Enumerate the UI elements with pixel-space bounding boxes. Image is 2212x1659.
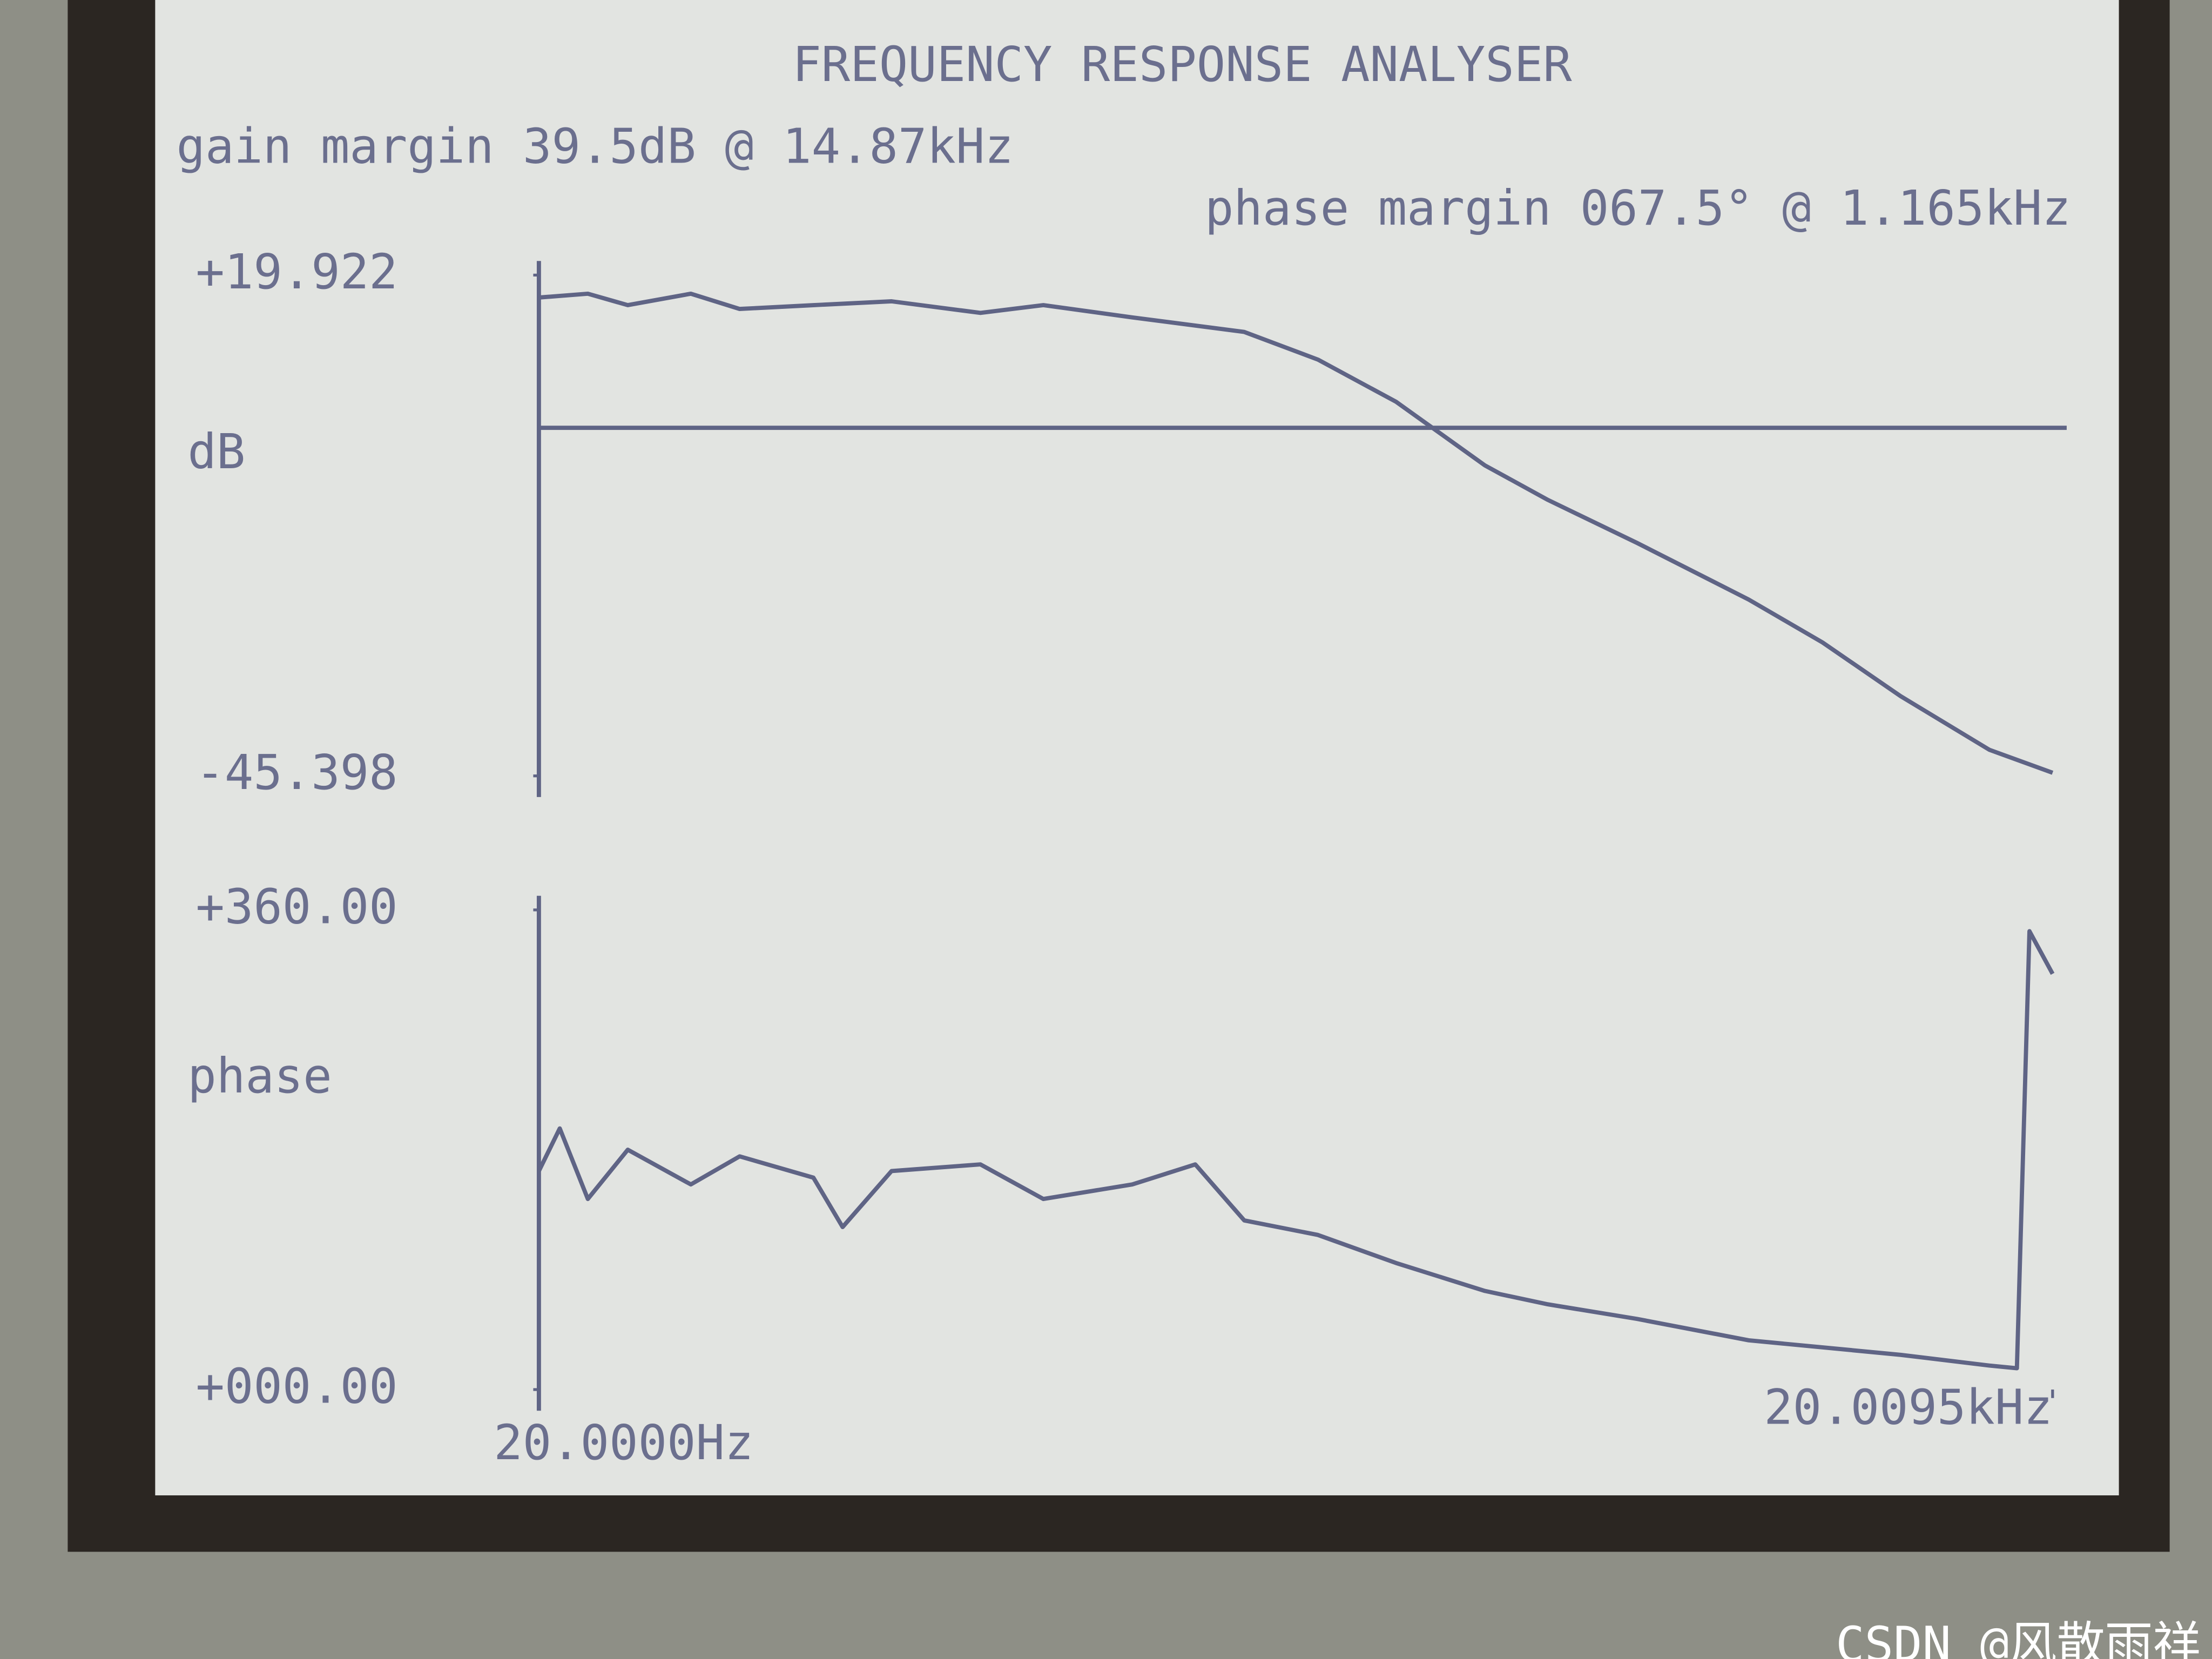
data-line — [537, 929, 2055, 1371]
gain-margin: gain margin 39.5dB @ 14.87kHz — [177, 118, 1014, 174]
data-line — [538, 291, 2054, 775]
screen — [155, 0, 2119, 1495]
y-tick-label: +360.00 — [195, 879, 397, 934]
y-tick-label: -45.398 — [195, 745, 397, 800]
screen-title: FREQUENCY RESPONSE ANALYSER — [792, 37, 1572, 92]
phase-margin: phase margin 067.5° @ 1.165kHz — [1205, 180, 2071, 236]
y-tick-label: +000.00 — [195, 1358, 397, 1414]
x-tick-label: 20.0095kHz — [1764, 1380, 2053, 1435]
y-tick-label: +19.922 — [195, 244, 397, 300]
x-tick-label: 20.0000Hz — [494, 1415, 753, 1471]
watermark: CSDN @风散雨祥 — [1836, 1617, 2201, 1659]
y-axis-label: phase — [187, 1048, 332, 1104]
y-axis-label: dB — [187, 424, 245, 480]
